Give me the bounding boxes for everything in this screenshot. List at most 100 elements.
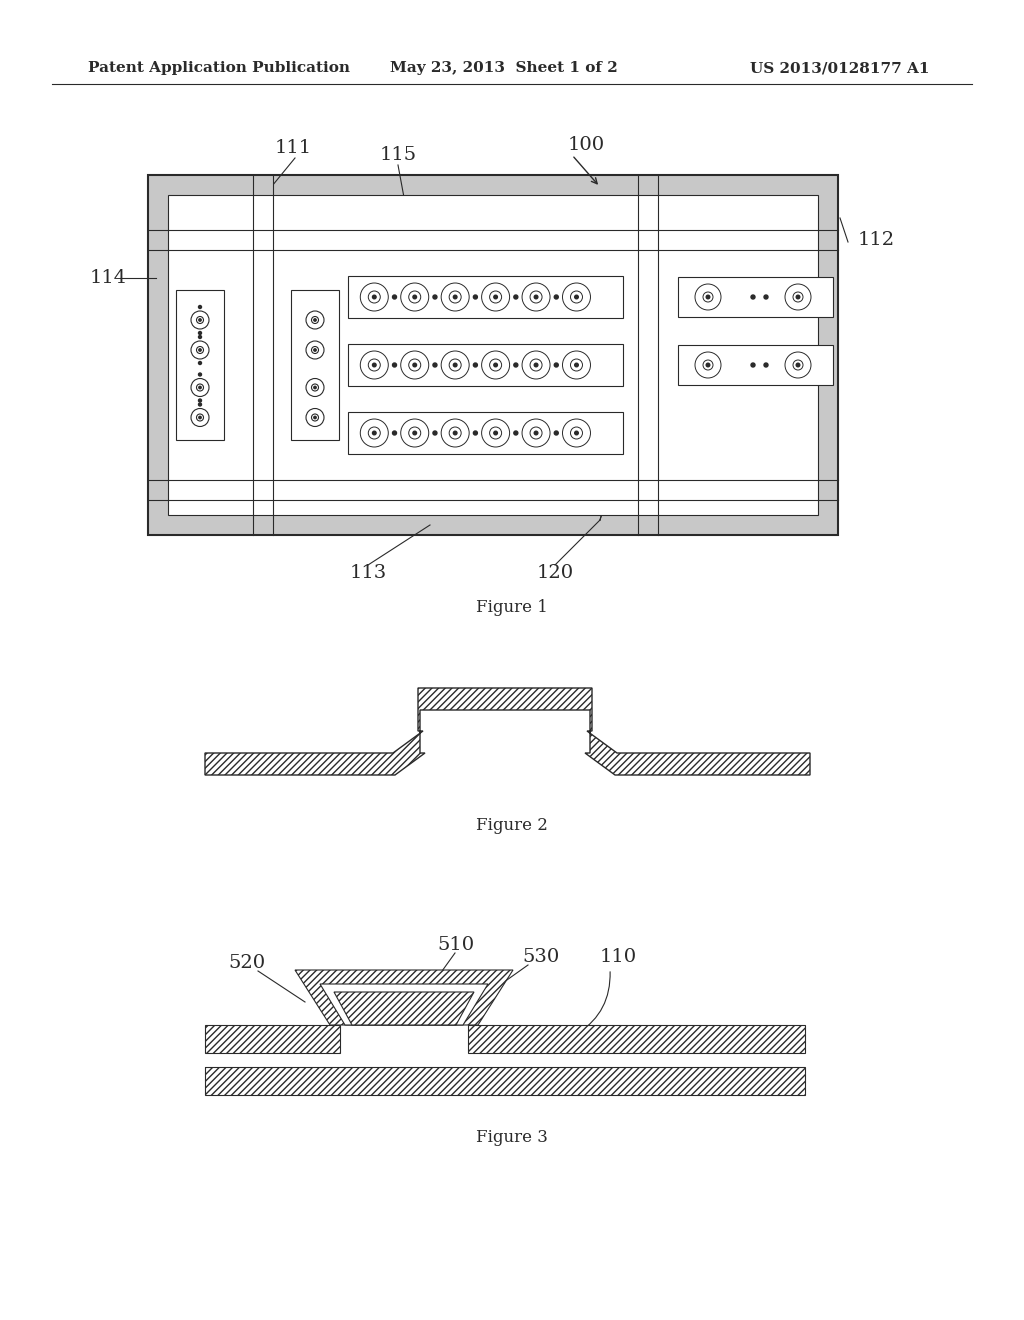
Circle shape	[494, 432, 498, 434]
Circle shape	[433, 432, 437, 436]
Circle shape	[313, 348, 316, 351]
Circle shape	[392, 432, 396, 436]
Text: 110: 110	[600, 948, 637, 966]
Circle shape	[199, 319, 201, 321]
Bar	[348, 276, 623, 318]
Circle shape	[751, 363, 755, 367]
Bar	[205, 1026, 340, 1053]
Text: 530: 530	[522, 948, 559, 966]
Circle shape	[797, 363, 800, 367]
FancyArrowPatch shape	[579, 972, 610, 1032]
Circle shape	[413, 432, 417, 434]
Text: Figure 2: Figure 2	[476, 817, 548, 833]
Circle shape	[199, 305, 202, 309]
Circle shape	[433, 363, 437, 367]
Circle shape	[473, 294, 477, 300]
Circle shape	[494, 296, 498, 298]
Bar	[168, 195, 818, 515]
Bar	[638, 176, 658, 535]
Circle shape	[764, 294, 768, 300]
Circle shape	[199, 416, 201, 418]
Circle shape	[454, 296, 457, 298]
Circle shape	[373, 432, 376, 434]
Polygon shape	[295, 970, 513, 1026]
Text: Patent Application Publication: Patent Application Publication	[88, 61, 350, 75]
Bar	[348, 345, 623, 385]
Bar	[468, 1026, 805, 1053]
Text: US 2013/0128177 A1: US 2013/0128177 A1	[750, 61, 930, 75]
Circle shape	[554, 363, 558, 367]
Circle shape	[494, 363, 498, 367]
Bar	[148, 515, 838, 535]
Circle shape	[514, 363, 518, 367]
Circle shape	[514, 294, 518, 300]
Text: 100: 100	[568, 136, 605, 154]
Text: 114: 114	[90, 269, 127, 286]
Circle shape	[313, 416, 316, 418]
Text: 111: 111	[275, 139, 312, 157]
Circle shape	[433, 294, 437, 300]
Circle shape	[751, 294, 755, 300]
Circle shape	[413, 363, 417, 367]
Circle shape	[554, 432, 558, 436]
Circle shape	[199, 399, 202, 403]
Bar	[148, 230, 838, 249]
Circle shape	[797, 296, 800, 298]
Circle shape	[535, 296, 538, 298]
Polygon shape	[334, 993, 474, 1026]
Bar	[678, 345, 833, 385]
Circle shape	[514, 432, 518, 436]
Bar	[818, 176, 838, 535]
Bar	[176, 290, 224, 440]
Circle shape	[473, 363, 477, 367]
Bar	[148, 176, 838, 195]
Bar	[291, 290, 339, 440]
Circle shape	[764, 363, 768, 367]
Text: Figure 3: Figure 3	[476, 1129, 548, 1146]
Bar	[148, 176, 838, 535]
Circle shape	[199, 362, 202, 364]
Text: May 23, 2013  Sheet 1 of 2: May 23, 2013 Sheet 1 of 2	[390, 61, 617, 75]
Bar	[678, 277, 833, 317]
Polygon shape	[319, 983, 488, 1026]
Bar	[348, 412, 623, 454]
Text: Figure 1: Figure 1	[476, 598, 548, 615]
Circle shape	[574, 296, 579, 298]
Text: 112: 112	[858, 231, 895, 249]
Circle shape	[199, 387, 201, 388]
Circle shape	[454, 432, 457, 434]
Bar	[205, 1067, 805, 1096]
Circle shape	[199, 403, 202, 407]
Circle shape	[199, 331, 202, 334]
Bar	[148, 176, 168, 535]
Text: 120: 120	[537, 564, 573, 582]
Bar	[205, 1067, 805, 1096]
Text: 510: 510	[437, 936, 474, 954]
Circle shape	[535, 432, 538, 434]
Circle shape	[313, 387, 316, 388]
Circle shape	[413, 296, 417, 298]
Text: 520: 520	[228, 954, 265, 972]
Polygon shape	[205, 688, 810, 775]
Circle shape	[199, 348, 201, 351]
Circle shape	[373, 296, 376, 298]
Circle shape	[313, 319, 316, 321]
Circle shape	[707, 363, 710, 367]
Bar	[468, 1026, 805, 1053]
Circle shape	[473, 432, 477, 436]
Circle shape	[574, 432, 579, 434]
Circle shape	[392, 294, 396, 300]
Circle shape	[199, 335, 202, 338]
Circle shape	[707, 296, 710, 298]
Bar	[205, 1026, 340, 1053]
Circle shape	[392, 363, 396, 367]
Text: 115: 115	[380, 147, 417, 164]
Text: 113: 113	[349, 564, 387, 582]
Circle shape	[535, 363, 538, 367]
Circle shape	[574, 363, 579, 367]
Bar	[148, 480, 838, 500]
Circle shape	[199, 374, 202, 376]
Circle shape	[454, 363, 457, 367]
Bar	[253, 176, 273, 535]
Circle shape	[373, 363, 376, 367]
